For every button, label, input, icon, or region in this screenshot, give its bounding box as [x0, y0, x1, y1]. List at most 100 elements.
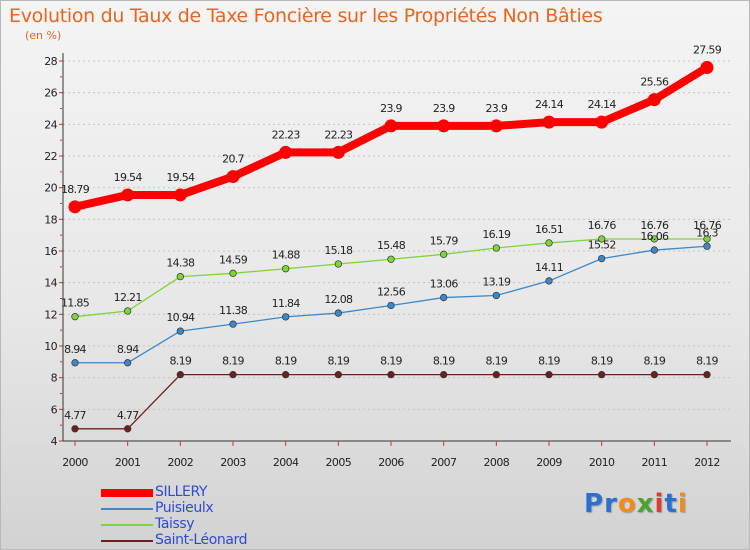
- y-tick-label: 14: [44, 277, 57, 290]
- x-tick-label: 2003: [220, 456, 246, 469]
- data-label-taissy: 14.88: [272, 249, 301, 262]
- data-labels: 8.94 8.94 10.94 11.38 11.84 12.08 12.56 13.06 13…: [61, 43, 722, 421]
- data-point-puisieulx: [387, 301, 395, 310]
- y-tick-label: 28: [44, 55, 57, 68]
- logo-letter: x: [636, 489, 655, 519]
- data-point-taissy: [229, 269, 237, 277]
- data-label-puisieulx: 13.06: [430, 278, 459, 291]
- data-point-sillery: [647, 93, 661, 107]
- series-line-sillery: [71, 63, 711, 211]
- grid-lines: [63, 60, 731, 410]
- data-label-sillery: 19.54: [114, 171, 143, 184]
- data-label-taissy: 16.76: [693, 219, 722, 232]
- data-label-puisieulx: 14.11: [535, 261, 563, 274]
- data-point-puisieulx: [229, 320, 237, 328]
- data-label-sillery: 25.56: [640, 76, 669, 89]
- x-tick-label: 2001: [115, 456, 141, 469]
- proxiti-logo: Proxiti: [584, 489, 688, 519]
- data-point-puisieulx: [598, 254, 606, 263]
- data-point-puisieulx: [650, 246, 658, 254]
- data-point-taissy: [334, 260, 342, 268]
- y-tick-label: 16: [44, 245, 57, 258]
- data-point-taissy: [176, 273, 184, 281]
- data-label-sillery: 22.23: [324, 128, 353, 141]
- x-tick-label: 2006: [378, 456, 404, 469]
- data-point-saint-l-onard: [545, 371, 553, 379]
- x-tick-label: 2000: [62, 456, 88, 469]
- data-label-taissy: 15.79: [430, 234, 459, 247]
- data-label-saint-l-onard: 4.77: [117, 409, 139, 422]
- data-label-sillery: 22.23: [272, 128, 301, 141]
- data-label-puisieulx: 11.38: [219, 304, 248, 317]
- data-label-saint-l-onard: 8.19: [538, 355, 560, 368]
- data-point-taissy: [545, 239, 553, 247]
- y-tick-label: 12: [44, 308, 57, 321]
- data-point-puisieulx: [71, 359, 79, 367]
- chart-title: Evolution du Taux de Taxe Foncière sur l…: [9, 5, 603, 27]
- x-tick-label: 2010: [589, 456, 615, 469]
- data-point-saint-l-onard: [440, 371, 448, 379]
- data-point-taissy: [440, 250, 448, 258]
- data-point-sillery: [595, 115, 609, 129]
- legend-label: Puisieulx: [155, 500, 214, 516]
- data-label-sillery: 23.9: [433, 102, 455, 115]
- data-label-sillery: 24.14: [588, 98, 617, 111]
- data-label-sillery: 20.7: [222, 153, 244, 166]
- data-label-taissy: 15.18: [324, 244, 353, 257]
- data-point-taissy: [387, 255, 395, 263]
- logo-letter: r: [604, 489, 618, 519]
- data-label-saint-l-onard: 8.19: [275, 355, 297, 368]
- data-label-puisieulx: 16.3: [696, 226, 718, 239]
- data-point-puisieulx: [124, 359, 132, 367]
- data-point-puisieulx: [440, 293, 448, 302]
- data-point-taissy: [650, 235, 658, 243]
- y-tick-label: 18: [44, 213, 57, 226]
- data-point-sillery: [279, 145, 293, 159]
- data-label-saint-l-onard: 8.19: [696, 355, 718, 368]
- data-label-puisieulx: 12.08: [324, 293, 353, 306]
- legend-label: Saint-Léonard: [155, 532, 248, 548]
- logo-letter: i: [677, 489, 688, 519]
- data-label-saint-l-onard: 4.77: [64, 409, 86, 422]
- legend-label: SILLERY: [155, 484, 208, 500]
- data-point-puisieulx: [176, 327, 184, 335]
- data-label-puisieulx: 11.84: [272, 297, 301, 310]
- data-point-sillery: [384, 119, 398, 133]
- data-label-puisieulx: 12.56: [377, 285, 406, 298]
- data-point-puisieulx: [545, 277, 553, 285]
- data-point-puisieulx: [334, 309, 342, 317]
- x-tick-label: 2009: [536, 456, 562, 469]
- data-point-saint-l-onard: [229, 371, 237, 379]
- data-label-puisieulx: 13.19: [482, 275, 511, 288]
- data-point-saint-l-onard: [71, 425, 79, 433]
- logo-letter: P: [584, 489, 605, 519]
- x-tick-label: 2011: [642, 456, 668, 469]
- data-point-saint-l-onard: [334, 371, 342, 379]
- data-point-saint-l-onard: [650, 371, 658, 379]
- x-tick-label: 2008: [484, 456, 510, 469]
- x-tick-label: 2007: [431, 456, 457, 469]
- logo-letter: o: [617, 489, 637, 519]
- data-point-sillery: [542, 115, 556, 129]
- data-point-sillery: [226, 170, 240, 184]
- data-label-saint-l-onard: 8.19: [169, 355, 191, 368]
- data-point-taissy: [703, 235, 711, 243]
- legend-label: Taissy: [155, 516, 195, 532]
- data-label-saint-l-onard: 8.19: [485, 355, 507, 368]
- data-label-sillery: 23.9: [380, 102, 402, 115]
- data-label-puisieulx: 8.94: [117, 343, 139, 356]
- y-tick-label: 4: [51, 435, 58, 448]
- legend-swatch: [101, 508, 153, 510]
- data-label-taissy: 11.85: [61, 297, 90, 310]
- data-label-saint-l-onard: 8.19: [327, 355, 349, 368]
- logo-letter: i: [654, 489, 665, 519]
- data-label-saint-l-onard: 8.19: [591, 355, 613, 368]
- axes: 4 6 8 10 12 14 16 18 20 22 24 26 28 2000 2001 2002 2003 2…: [44, 53, 731, 469]
- data-label-taissy: 12.21: [114, 291, 142, 304]
- x-tick-label: 2002: [168, 456, 194, 469]
- data-label-saint-l-onard: 8.19: [643, 355, 665, 368]
- x-tick-label: 2012: [694, 456, 720, 469]
- data-label-saint-l-onard: 8.19: [380, 355, 402, 368]
- data-label-saint-l-onard: 8.19: [222, 355, 244, 368]
- data-point-saint-l-onard: [176, 371, 184, 379]
